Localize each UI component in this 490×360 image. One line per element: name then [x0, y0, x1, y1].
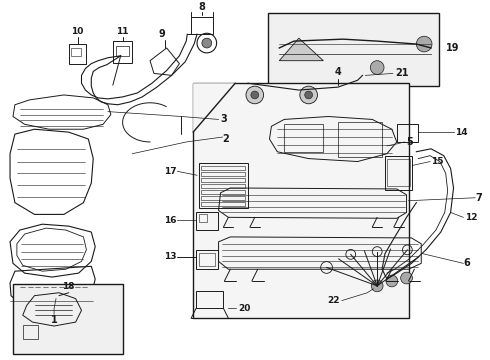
Bar	[199, 215, 207, 222]
Bar	[397, 124, 418, 142]
Bar	[201, 196, 245, 200]
Bar	[201, 184, 245, 188]
Text: 20: 20	[238, 304, 250, 313]
Text: 12: 12	[466, 213, 478, 222]
Circle shape	[305, 91, 313, 99]
Bar	[193, 83, 409, 318]
Text: 3: 3	[220, 114, 227, 125]
Polygon shape	[193, 83, 235, 132]
Text: 15: 15	[431, 157, 443, 166]
Circle shape	[370, 61, 384, 75]
Text: 2: 2	[222, 134, 229, 144]
Circle shape	[300, 86, 318, 104]
Text: 14: 14	[456, 128, 468, 137]
Text: 18: 18	[63, 282, 75, 291]
Circle shape	[386, 275, 398, 287]
Bar	[191, 17, 213, 34]
Bar	[201, 190, 245, 194]
Bar	[201, 172, 245, 176]
Bar	[69, 44, 86, 64]
Text: 17: 17	[164, 167, 176, 176]
Text: 16: 16	[164, 216, 176, 225]
Bar	[268, 13, 439, 86]
Bar	[387, 159, 411, 186]
Bar	[23, 325, 38, 339]
Text: 6: 6	[464, 258, 470, 268]
Text: 5: 5	[407, 137, 413, 147]
Text: 10: 10	[72, 27, 84, 36]
Circle shape	[246, 86, 264, 104]
Bar	[196, 212, 218, 230]
Circle shape	[202, 38, 212, 48]
Circle shape	[251, 91, 259, 99]
Bar	[201, 166, 245, 170]
Text: 22: 22	[327, 296, 340, 305]
Text: 21: 21	[395, 68, 408, 78]
Circle shape	[371, 280, 383, 292]
Bar	[199, 163, 248, 208]
Text: 13: 13	[164, 252, 176, 261]
Text: 19: 19	[446, 43, 459, 53]
Polygon shape	[279, 38, 323, 61]
Bar	[13, 284, 122, 354]
Text: 9: 9	[158, 29, 165, 39]
Bar	[385, 156, 413, 190]
Text: 1: 1	[50, 315, 57, 325]
Text: 8: 8	[198, 2, 205, 12]
Circle shape	[416, 36, 432, 52]
Bar	[201, 202, 245, 206]
Bar	[196, 249, 218, 269]
Circle shape	[401, 272, 413, 284]
Bar	[338, 122, 382, 157]
Bar	[199, 253, 215, 266]
Bar	[196, 291, 223, 309]
Text: 11: 11	[116, 27, 129, 36]
Bar	[284, 124, 323, 152]
Bar	[116, 46, 129, 56]
Text: 4: 4	[335, 67, 342, 77]
Bar	[71, 48, 80, 56]
Bar	[113, 41, 132, 63]
Bar	[201, 178, 245, 182]
Text: 7: 7	[475, 193, 482, 203]
